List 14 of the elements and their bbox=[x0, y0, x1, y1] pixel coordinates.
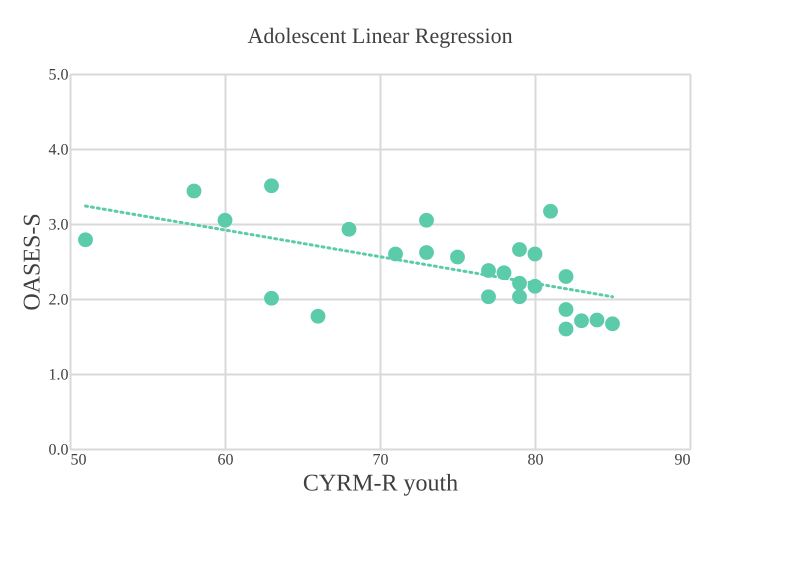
x-tick-label: 50 bbox=[70, 452, 86, 468]
x-tick-label: 90 bbox=[674, 452, 690, 468]
y-tick-label: 4.0 bbox=[48, 142, 68, 158]
x-tick-label: 80 bbox=[528, 452, 544, 468]
x-axis-title: CYRM-R youth bbox=[302, 470, 458, 496]
y-axis-title: OASES-S bbox=[20, 213, 46, 311]
x-tick-label: 60 bbox=[218, 452, 234, 468]
chart-title: Adolescent Linear Regression bbox=[247, 23, 513, 48]
y-tick-label: 1.0 bbox=[48, 366, 68, 384]
y-tick-label: 2.0 bbox=[48, 292, 68, 308]
y-tick-label: 5.0 bbox=[48, 66, 68, 84]
y-tick-label: 0.0 bbox=[48, 442, 68, 458]
y-tick-label: 3.0 bbox=[48, 216, 68, 234]
x-tick-label: 70 bbox=[372, 452, 388, 468]
